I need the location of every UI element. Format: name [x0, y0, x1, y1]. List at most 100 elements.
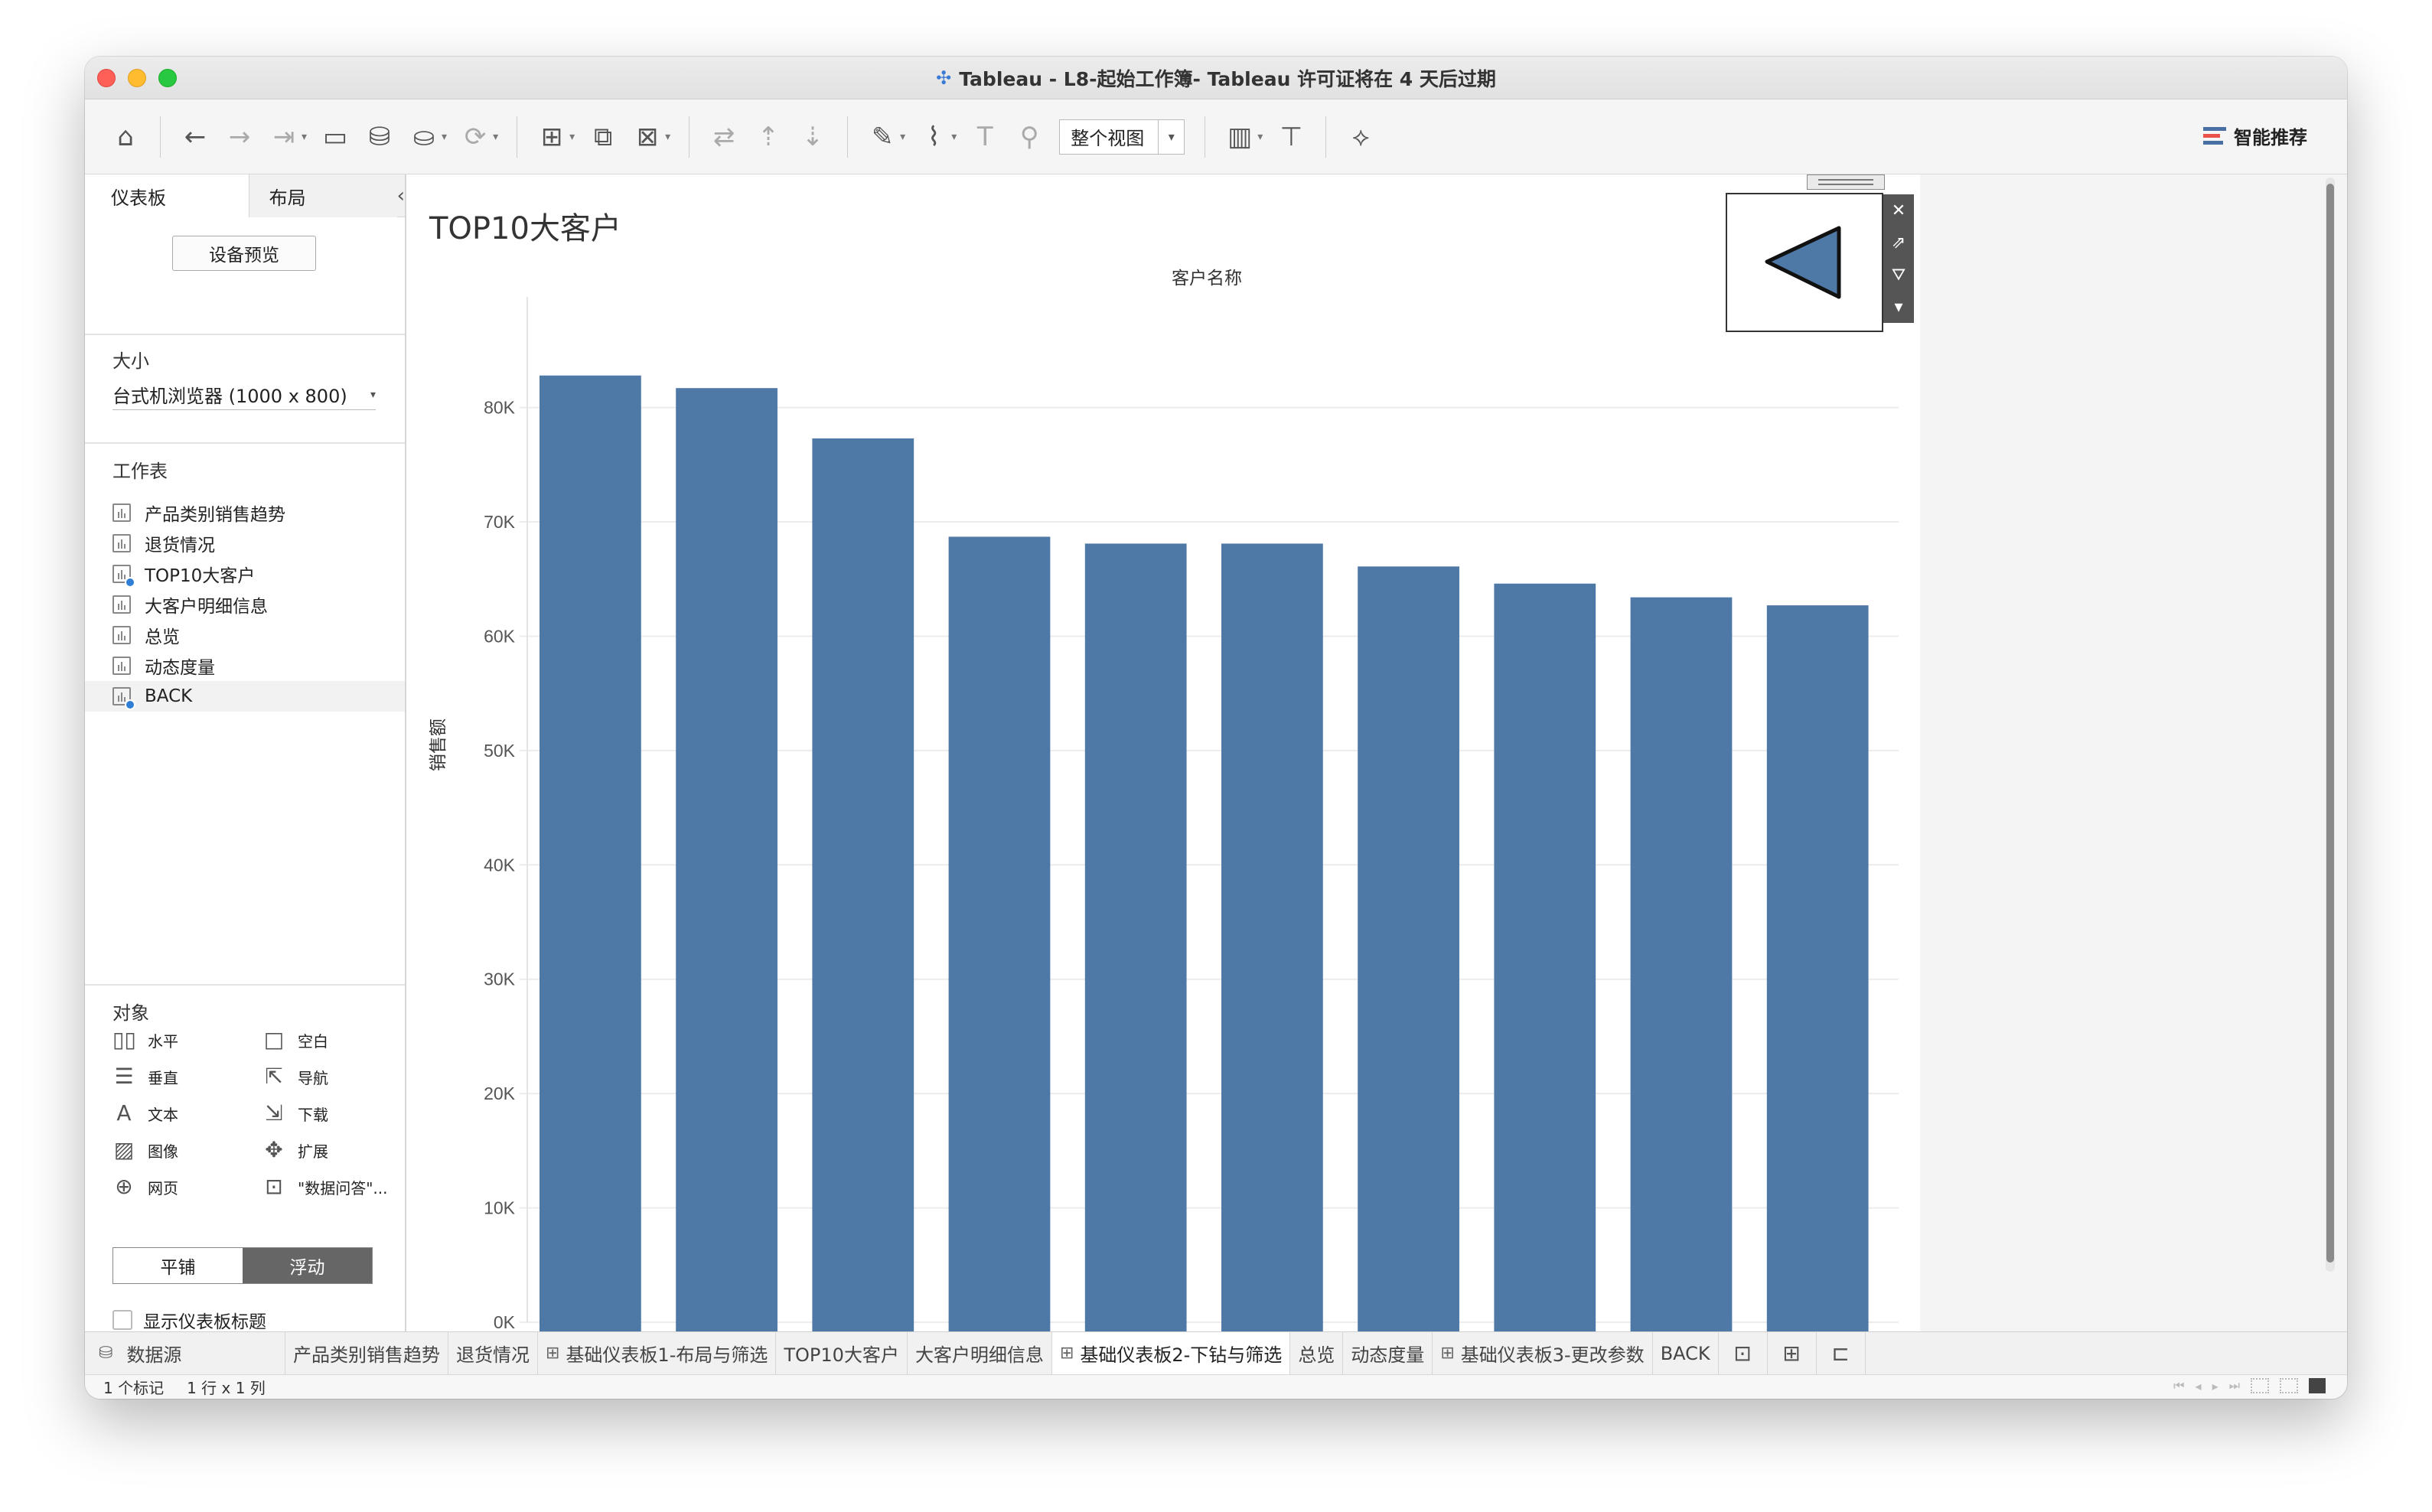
more-options-icon[interactable]: ▾	[1894, 297, 1903, 317]
close-window-button[interactable]	[97, 69, 116, 87]
clear-sheet-icon[interactable]: ⊠	[636, 121, 659, 152]
object-download[interactable]: ⇲ 下载	[262, 1102, 403, 1125]
replay-dropdown-icon[interactable]: ▾	[302, 130, 308, 143]
object-navigation[interactable]: ⇱ 导航	[262, 1065, 403, 1088]
tab-sheet[interactable]: 大客户明细信息	[908, 1332, 1052, 1374]
bar[interactable]	[540, 375, 641, 1331]
first-page-icon[interactable]: ⏮	[2173, 1378, 2185, 1393]
group-dropdown-icon[interactable]: ▾	[951, 130, 957, 143]
device-preview-button[interactable]: 设备预览	[172, 236, 316, 271]
size-select[interactable]: 台式机浏览器 (1000 x 800) ▾	[112, 380, 376, 410]
object-horizontal[interactable]: ▯▯ 水平	[112, 1028, 262, 1051]
size-dropdown-icon[interactable]: ▾	[370, 388, 376, 401]
bar[interactable]	[1630, 597, 1733, 1331]
new-worksheet-icon[interactable]: ⊞	[540, 121, 563, 152]
bar[interactable]	[1766, 605, 1869, 1331]
tab-dashboard[interactable]: ⊞ 基础仪表板3-更改参数	[1433, 1332, 1653, 1374]
pause-updates-dropdown-icon[interactable]: ▾	[442, 130, 448, 143]
new-datasource-icon[interactable]: ⛁	[368, 121, 391, 152]
home-icon[interactable]: ⌂	[117, 121, 134, 152]
pause-updates-icon[interactable]: ⛀	[412, 121, 435, 152]
floating-object-handle[interactable]	[1807, 174, 1885, 190]
sheet-item[interactable]: 退货情况	[112, 528, 403, 559]
new-story-tab-icon[interactable]: ⊏	[1817, 1332, 1866, 1374]
sheet-item[interactable]: 总览	[112, 620, 403, 650]
highlight-dropdown-icon[interactable]: ▾	[900, 130, 906, 143]
collapse-panel-icon[interactable]: ‹	[396, 174, 405, 217]
replay-icon[interactable]: ⇥	[272, 121, 295, 152]
object-image[interactable]: ▨ 图像	[112, 1139, 262, 1162]
tab-sheet[interactable]: 退货情况	[448, 1332, 538, 1374]
highlight-icon[interactable]: ✎	[871, 121, 894, 152]
tab-sheet[interactable]: 动态度量	[1343, 1332, 1433, 1374]
show-labels-icon[interactable]: T	[976, 121, 993, 152]
bar[interactable]	[1221, 543, 1323, 1331]
bar[interactable]	[948, 536, 1051, 1331]
fit-view-dropdown-icon[interactable]: ▾	[1158, 119, 1184, 154]
floating-button[interactable]: 浮动	[243, 1248, 372, 1283]
show-dashboard-title-option[interactable]: 显示仪表板标题	[112, 1307, 266, 1333]
new-worksheet-dropdown-icon[interactable]: ▾	[569, 130, 575, 143]
presentation-mode-icon[interactable]: ⊤	[1280, 121, 1303, 152]
fit-view-select[interactable]: 整个视图 ▾	[1059, 119, 1185, 155]
group-members-icon[interactable]: ⌇	[927, 121, 941, 152]
tab-dashboard[interactable]: ⊞ 基础仪表板1-布局与筛选	[538, 1332, 777, 1374]
filmstrip-view-icon[interactable]	[2251, 1378, 2269, 1393]
scrollbar-thumb[interactable]	[2326, 184, 2334, 1263]
bar[interactable]	[1084, 543, 1187, 1331]
undo-icon[interactable]: ←	[184, 121, 207, 152]
tabs-view-icon[interactable]	[2309, 1378, 2326, 1393]
remove-icon[interactable]: ✕	[1891, 200, 1906, 220]
object-webpage[interactable]: ⊕ 网页	[112, 1175, 262, 1198]
next-page-icon[interactable]: ▸	[2212, 1378, 2218, 1393]
refresh-dropdown-icon[interactable]: ▾	[493, 130, 499, 143]
bar[interactable]	[1494, 583, 1596, 1331]
tab-sheet[interactable]: BACK	[1653, 1332, 1719, 1374]
show-title-checkbox[interactable]	[112, 1310, 132, 1330]
new-worksheet-tab-icon[interactable]: ⊡	[1719, 1332, 1768, 1374]
smart-recommend-button[interactable]: 智能推荐	[2203, 122, 2307, 149]
redo-icon[interactable]: →	[228, 121, 251, 152]
sheet-sorter-icon[interactable]	[2280, 1378, 2298, 1393]
go-to-sheet-icon[interactable]: ⇗	[1891, 233, 1906, 253]
prev-page-icon[interactable]: ◂	[2195, 1378, 2202, 1393]
tab-sheet[interactable]: 总览	[1290, 1332, 1344, 1374]
bar[interactable]	[812, 438, 914, 1331]
sort-descending-icon[interactable]: ⇣	[801, 121, 824, 152]
object-extension[interactable]: ✥ 扩展	[262, 1139, 403, 1162]
sheet-item[interactable]: BACK	[85, 681, 405, 712]
back-navigation-button[interactable]	[1726, 193, 1883, 332]
new-dashboard-tab-icon[interactable]: ⊞	[1768, 1332, 1817, 1374]
duplicate-sheet-icon[interactable]: ⧉	[593, 121, 613, 152]
tab-dashboard-active[interactable]: ⊞ 基础仪表板2-下钻与筛选	[1051, 1332, 1291, 1374]
bar[interactable]	[676, 388, 778, 1331]
object-ask-data[interactable]: ⊡ "数据问答"...	[262, 1175, 403, 1198]
tab-layout[interactable]: 布局	[248, 174, 397, 217]
sheet-item[interactable]: 产品类别销售趋势	[112, 497, 403, 528]
swap-rows-columns-icon[interactable]: ⇄	[712, 121, 735, 152]
last-page-icon[interactable]: ⏭	[2228, 1378, 2240, 1393]
tab-sheet[interactable]: TOP10大客户	[776, 1332, 908, 1374]
vertical-scrollbar[interactable]	[2326, 178, 2335, 1272]
sort-ascending-icon[interactable]: ⇡	[757, 121, 780, 152]
sheet-item[interactable]: 大客户明细信息	[112, 589, 403, 620]
filter-icon[interactable]: ⛛	[1891, 265, 1906, 285]
object-vertical[interactable]: ☰ 垂直	[112, 1065, 262, 1088]
share-icon[interactable]: ⟡	[1352, 121, 1370, 152]
sheet-item[interactable]: TOP10大客户	[112, 559, 403, 589]
refresh-icon[interactable]: ⟳	[464, 121, 487, 152]
tab-sheet[interactable]: 产品类别销售趋势	[285, 1332, 448, 1374]
tab-dashboard[interactable]: 仪表板	[85, 174, 249, 217]
show-cards-icon[interactable]: ▥	[1227, 121, 1253, 152]
sheet-item[interactable]: 动态度量	[112, 650, 403, 681]
fix-axes-icon[interactable]: ⚲	[1019, 121, 1039, 152]
tiled-button[interactable]: 平铺	[160, 1258, 196, 1278]
clear-sheet-dropdown-icon[interactable]: ▾	[665, 130, 671, 143]
maximize-window-button[interactable]	[158, 69, 177, 87]
tab-datasource[interactable]: ⛁ 数据源	[85, 1332, 285, 1374]
show-cards-dropdown-icon[interactable]: ▾	[1257, 130, 1263, 143]
minimize-window-button[interactable]	[128, 69, 146, 87]
save-icon[interactable]: ▭	[322, 121, 348, 152]
object-text[interactable]: A 文本	[112, 1102, 262, 1125]
bar[interactable]	[1358, 566, 1459, 1331]
